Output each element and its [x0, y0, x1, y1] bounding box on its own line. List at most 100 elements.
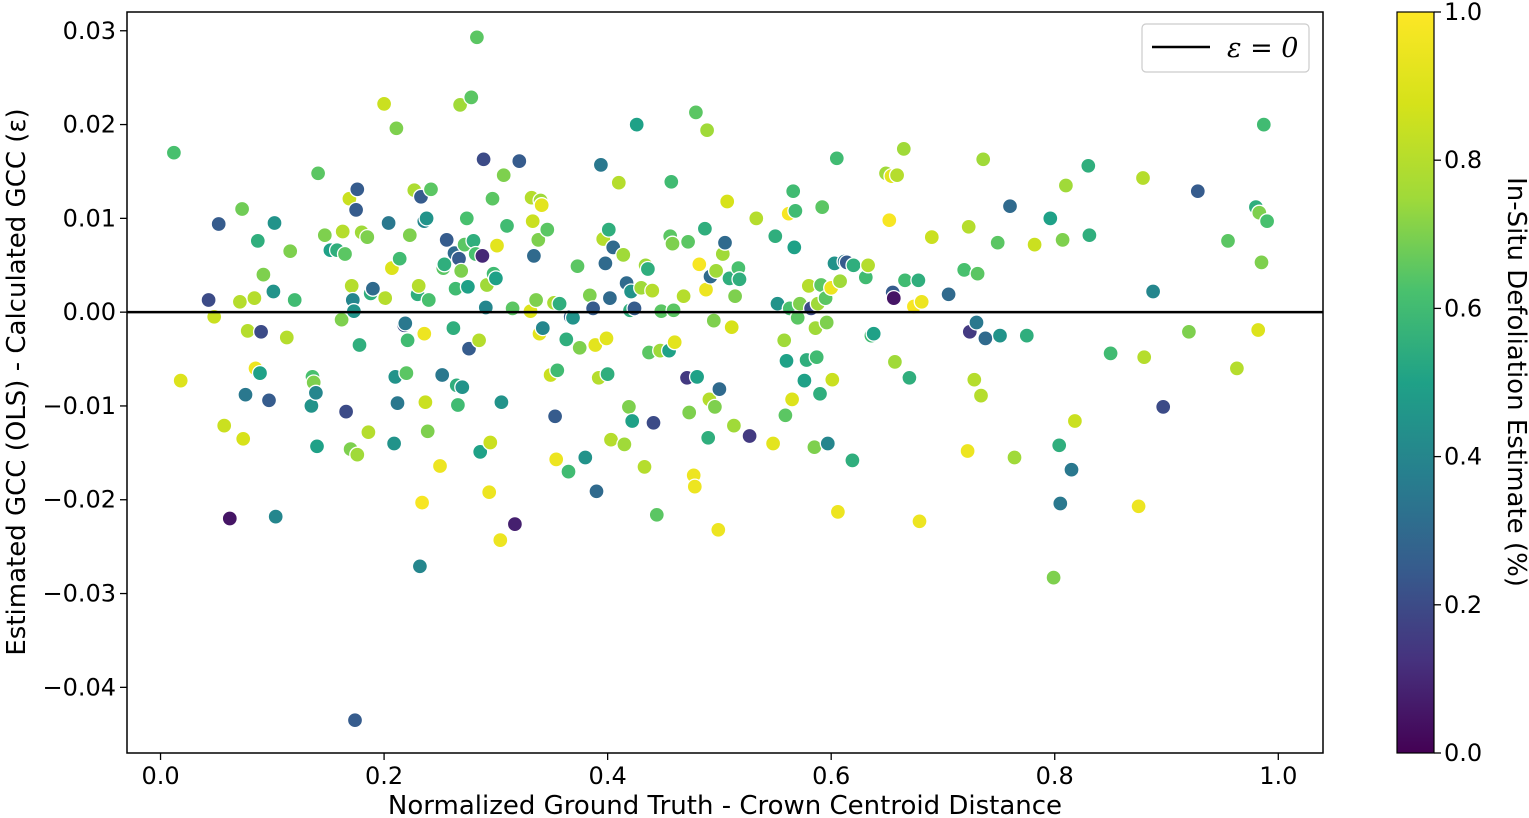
data-point: [375, 95, 393, 113]
data-point: [551, 295, 568, 312]
x-tick-label: 0.6: [812, 762, 850, 790]
data-point: [1045, 569, 1062, 586]
data-point: [888, 167, 906, 184]
data-point: [385, 435, 403, 452]
data-point: [716, 234, 734, 251]
data-point: [351, 336, 368, 354]
colorbar-tick-label: 1.0: [1444, 0, 1482, 26]
data-point: [511, 152, 528, 170]
data-point: [681, 404, 698, 421]
x-axis-label: Normalized Ground Truth - Crown Centroid…: [388, 791, 1062, 818]
data-point: [968, 314, 985, 331]
data-point: [881, 212, 898, 229]
y-tick-label: 0.00: [63, 298, 116, 326]
data-point: [534, 319, 551, 337]
data-point: [806, 439, 823, 456]
data-point: [966, 371, 983, 388]
x-tick-label: 0.4: [589, 762, 627, 790]
data-point: [913, 293, 930, 310]
data-point: [829, 503, 847, 521]
data-point: [316, 227, 333, 244]
data-point: [705, 312, 722, 329]
data-point: [1001, 198, 1019, 215]
data-point: [389, 394, 406, 412]
colorbar: 0.0 0.2 0.4 0.6 0.8 1.0 In-Situ Defoliation E…: [1396, 0, 1529, 767]
data-point: [380, 214, 397, 232]
data-point: [1219, 232, 1237, 250]
data-point: [831, 273, 849, 290]
data-point: [975, 151, 992, 168]
data-point: [484, 190, 501, 207]
data-point: [422, 181, 440, 198]
data-point: [1134, 169, 1152, 187]
data-point: [539, 221, 556, 238]
data-point: [1006, 449, 1023, 466]
data-point: [726, 288, 744, 305]
data-point: [411, 558, 429, 575]
data-point: [808, 349, 825, 366]
data-point: [377, 289, 394, 307]
y-tick-label: −0.04: [42, 673, 116, 701]
data-point: [235, 430, 252, 447]
data-point: [731, 271, 748, 288]
y-tick-label: 0.03: [63, 17, 116, 45]
data-point: [885, 289, 902, 307]
data-point: [723, 319, 740, 336]
data-point: [725, 417, 743, 434]
data-point: [495, 167, 512, 184]
data-point: [636, 458, 653, 476]
data-point: [546, 408, 564, 425]
data-point: [474, 247, 491, 265]
data-point: [475, 151, 492, 168]
data-point: [845, 257, 862, 274]
data-point: [266, 214, 283, 232]
data-point: [416, 325, 433, 342]
data-point: [767, 228, 784, 245]
x-tick-label: 1.0: [1259, 762, 1297, 790]
colorbar-gradient: [1396, 11, 1435, 754]
data-point: [1253, 254, 1270, 271]
data-point: [1052, 495, 1069, 512]
data-point: [663, 173, 680, 190]
data-point: [527, 291, 545, 309]
data-point: [818, 314, 835, 331]
data-point: [504, 300, 521, 317]
legend: ε = 0: [1141, 23, 1310, 73]
data-point: [602, 431, 620, 448]
data-point: [482, 434, 499, 451]
data-point: [648, 506, 665, 523]
data-point: [221, 510, 238, 527]
data-point: [560, 463, 577, 480]
data-point: [233, 200, 251, 218]
data-point: [200, 291, 217, 309]
data-point: [419, 423, 436, 440]
data-point: [267, 508, 284, 525]
data-point: [286, 291, 303, 309]
data-point: [1228, 360, 1246, 377]
data-point: [707, 262, 725, 280]
data-point: [675, 288, 692, 305]
data-point: [599, 365, 616, 383]
data-point: [397, 315, 414, 332]
data-point: [564, 309, 582, 326]
data-point: [251, 364, 269, 382]
x-tick-label: 0.0: [141, 762, 179, 790]
data-point: [600, 221, 617, 238]
data-point: [923, 228, 940, 246]
data-point: [644, 282, 661, 299]
data-point: [459, 278, 477, 295]
data-point: [824, 371, 841, 388]
data-point: [1026, 236, 1043, 253]
data-point: [265, 283, 282, 300]
y-tick-label: −0.01: [42, 392, 116, 420]
data-points: [165, 29, 1276, 729]
data-point: [436, 256, 453, 273]
data-point: [1180, 323, 1198, 340]
data-point: [252, 323, 270, 340]
data-point: [688, 368, 706, 386]
data-point: [1066, 412, 1084, 430]
data-point: [548, 451, 565, 468]
data-point: [465, 232, 482, 250]
data-point: [679, 233, 697, 250]
